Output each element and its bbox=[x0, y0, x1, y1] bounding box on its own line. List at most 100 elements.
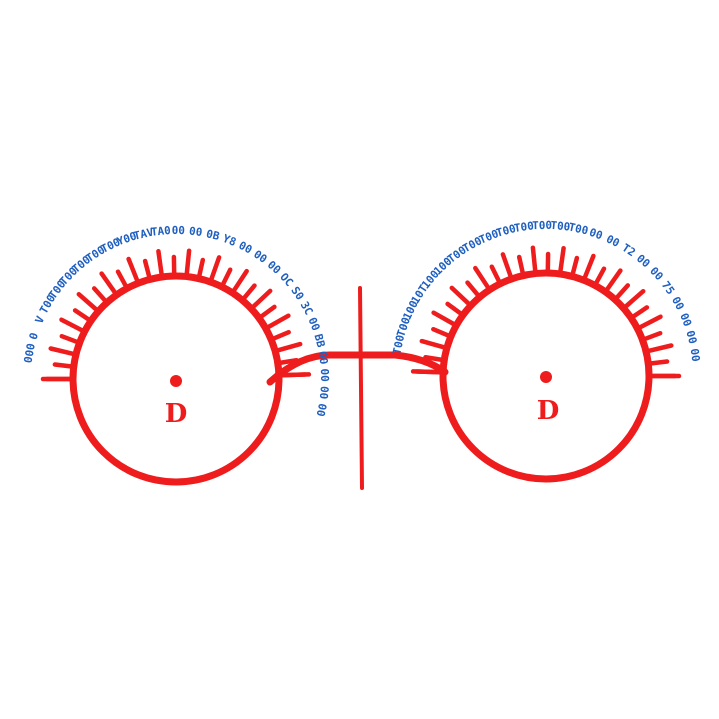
left-dial-tick bbox=[270, 329, 291, 342]
right-dial-tick bbox=[423, 354, 445, 363]
right-dial-scale-label: 00 bbox=[604, 232, 622, 250]
left-dial-tick bbox=[241, 283, 257, 301]
vertical-divider-icon bbox=[358, 286, 364, 490]
right-dial-tick bbox=[630, 305, 650, 320]
bridge-arc-icon bbox=[266, 351, 449, 386]
right-dial-scale-label: T00 bbox=[532, 219, 552, 233]
left-dial-tick bbox=[184, 248, 192, 277]
left-dial-scale-label: 00 bbox=[236, 239, 254, 257]
right-dial-tick bbox=[642, 330, 663, 342]
left-dial-scale-label: TA0 bbox=[150, 224, 171, 239]
left-dial-scale-label: 3C bbox=[298, 299, 316, 317]
left-dial-scale-label: 00 bbox=[265, 258, 284, 277]
right-dial-label: D bbox=[537, 396, 560, 426]
left-dial-tick bbox=[91, 286, 108, 304]
left-dial-tick bbox=[265, 313, 291, 330]
right-dial-scale-label: 00 bbox=[688, 348, 703, 363]
left-dial-scale-label: 00 bbox=[314, 402, 329, 418]
left-dial-tick bbox=[274, 341, 303, 353]
right-dial-tick bbox=[622, 288, 646, 310]
right-dial-scale-label: T2 bbox=[620, 241, 638, 259]
right-dial-tick bbox=[645, 343, 674, 354]
left-dial-label: D bbox=[165, 399, 188, 429]
left-dial-scale-label: 00 bbox=[316, 350, 331, 365]
left-center-dot-icon bbox=[170, 375, 182, 387]
left-dial-tick bbox=[196, 257, 206, 279]
left-dial-scale-label: 0B bbox=[205, 227, 221, 243]
left-dial-scale-label: 00 bbox=[318, 368, 331, 382]
left-dial-tick bbox=[59, 317, 86, 333]
right-dial-tick bbox=[419, 338, 448, 350]
left-dial-tick bbox=[126, 256, 140, 284]
left-dial-scale-label: 00 bbox=[305, 316, 322, 333]
right-dial-tick bbox=[593, 266, 607, 286]
right-dial-tick bbox=[445, 301, 464, 317]
left-dial-tick bbox=[258, 304, 277, 320]
right-dial-scale-label: T00 bbox=[495, 222, 518, 240]
left-dial-tick bbox=[231, 268, 249, 294]
right-dial-tick bbox=[558, 245, 566, 275]
right-dial-tick bbox=[570, 255, 580, 277]
left-dial-scale-label: 00 bbox=[172, 224, 185, 237]
right-dial-scale-label: 00 bbox=[647, 264, 666, 283]
left-dial-scale-label: TAV bbox=[132, 226, 155, 243]
right-dial: T00T0010010T100100T00T00T00T00T00T00T00T… bbox=[390, 219, 702, 483]
right-dial-tick bbox=[530, 245, 538, 274]
right-dial-tick bbox=[582, 253, 596, 281]
left-dial-tick bbox=[52, 362, 74, 369]
left-dial-tick bbox=[115, 269, 129, 289]
right-dial-tick bbox=[604, 268, 623, 293]
right-dial-tick bbox=[648, 359, 670, 366]
left-dial-tick bbox=[220, 267, 233, 288]
left-dial-tick bbox=[208, 255, 222, 283]
right-dial-tick bbox=[516, 254, 526, 276]
right-dial-scale-label: T00 bbox=[550, 219, 571, 234]
left-dial-scale-label: Y00 bbox=[115, 229, 138, 248]
left-dial-tick bbox=[99, 271, 118, 296]
right-dial-tick bbox=[449, 285, 472, 307]
left-dial-scale-label: BB bbox=[311, 333, 327, 350]
left-dial-scale-label: 00 bbox=[188, 224, 203, 239]
right-dial-scale-label: T00 bbox=[390, 334, 407, 356]
left-dial-tick bbox=[250, 288, 273, 310]
right-dial-tick bbox=[465, 280, 481, 298]
left-dial-scale-label: V bbox=[33, 314, 48, 326]
left-dial-scale-label: 00 bbox=[251, 248, 269, 266]
left-dial-scale-label: 0 bbox=[27, 331, 41, 341]
left-dial-tick bbox=[156, 248, 164, 278]
right-dial-scale-label: 00 bbox=[634, 252, 653, 270]
right-dial-tick bbox=[489, 264, 502, 285]
right-dial-end-tick bbox=[410, 369, 444, 375]
left-dial-scale-label: 000 bbox=[22, 342, 38, 364]
right-dial-scale-label: T00 bbox=[513, 219, 535, 235]
left-dial-tick bbox=[277, 357, 299, 366]
right-dial-scale-label: 00 bbox=[677, 311, 694, 328]
right-center-dot-icon bbox=[540, 371, 552, 383]
right-dial-tick bbox=[431, 326, 452, 339]
left-dial-tick bbox=[59, 333, 80, 345]
right-dial-scale-label: 00 bbox=[683, 329, 699, 345]
right-dial-tick bbox=[614, 283, 631, 301]
right-dial-scale-label: 00 bbox=[588, 226, 605, 243]
right-dial-scale-label: T00 bbox=[394, 316, 413, 339]
left-dial-scale-label: 00 bbox=[317, 385, 331, 399]
right-dial-tick bbox=[500, 252, 514, 280]
left-dial-tick bbox=[72, 308, 92, 323]
left-dial-tick bbox=[142, 258, 152, 280]
left-dial-scale-label: OC bbox=[277, 270, 296, 289]
right-dial-scale-labels: T00T0010010T100100T00T00T00T00T00T00T00T… bbox=[390, 219, 702, 363]
left-dial-scale-label: S0 bbox=[288, 284, 306, 302]
right-dial-tick bbox=[431, 310, 457, 327]
right-dial-tick bbox=[636, 314, 663, 330]
left-dial-tick bbox=[76, 291, 100, 313]
right-dial-tick bbox=[473, 265, 491, 291]
right-dial-scale-label: 75 bbox=[659, 279, 677, 297]
left-dial-ticks bbox=[40, 248, 312, 382]
right-dial-scale-label: 00 bbox=[669, 294, 687, 312]
left-dial-tick bbox=[48, 346, 77, 357]
right-dial-ticks bbox=[410, 245, 682, 379]
right-dial-scale-label: T00 bbox=[567, 221, 589, 238]
left-dial-scale-label: Y8 bbox=[221, 232, 238, 249]
